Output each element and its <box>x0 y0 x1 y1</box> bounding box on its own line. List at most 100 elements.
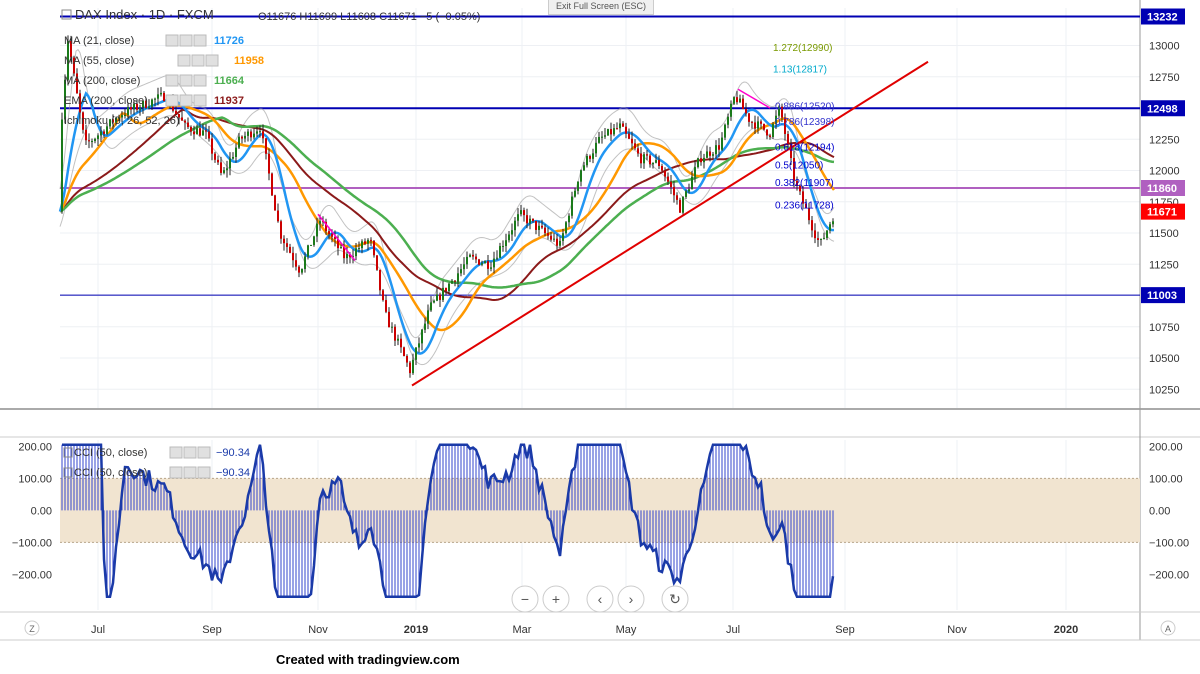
candle-body <box>685 191 687 197</box>
candle-body <box>91 141 93 143</box>
exit-fullscreen-button[interactable]: Exit Full Screen (ESC) <box>548 0 654 15</box>
candle-body <box>748 113 750 122</box>
candle-body <box>346 254 348 259</box>
candle-body <box>643 154 645 164</box>
cci-legend-value: −90.34 <box>216 467 250 479</box>
candle-body <box>484 261 486 264</box>
candle-body <box>778 106 780 116</box>
candle-body <box>703 157 705 163</box>
candle-body <box>421 329 423 344</box>
legend: DAX Index · 1D · FXCM O11676 H11699 L1160… <box>61 7 480 127</box>
pink-trendline <box>737 88 771 109</box>
price-tag <box>1141 8 1185 25</box>
candle-body <box>268 153 270 174</box>
time-tick-label: Nov <box>947 624 967 636</box>
candle-body <box>415 347 417 360</box>
nav-button[interactable] <box>617 585 645 613</box>
nav-button[interactable] <box>661 585 689 613</box>
chart-nav-controls[interactable]: − + ‹ › ↻ <box>511 585 689 613</box>
candle-body <box>649 155 651 165</box>
price-tag-label: 11003 <box>1147 290 1177 302</box>
candle-body <box>559 240 561 246</box>
candle-body <box>433 300 435 303</box>
corner-button <box>24 620 40 636</box>
cci-band <box>60 478 1140 543</box>
candle-body <box>388 311 390 328</box>
candle-body <box>448 283 450 292</box>
candle-body <box>613 128 615 135</box>
time-axis[interactable]: Jul Sep Nov 2019 Mar May Jul Sep Nov 2020 Z A <box>24 620 1176 636</box>
candle-body <box>586 155 588 166</box>
legend-button <box>169 446 183 459</box>
symbol-title: DAX Index · 1D · FXCM <box>75 7 214 22</box>
candle-body <box>139 107 141 110</box>
time-tick-label: Jul <box>91 624 105 636</box>
price-tag-label: 13232 <box>1147 12 1178 24</box>
candle-body <box>430 302 432 311</box>
candle-body <box>343 247 345 259</box>
legend-button <box>205 54 219 67</box>
nav-button[interactable] <box>542 585 570 613</box>
fib-label: 1.272(12990) <box>773 43 833 54</box>
candle-body <box>160 92 162 95</box>
candle-body <box>118 117 120 119</box>
candle-body <box>457 273 459 282</box>
candle-body <box>640 153 642 164</box>
candle-body <box>562 233 564 241</box>
candle-body <box>187 122 189 128</box>
candle-body <box>409 362 411 374</box>
candle-body <box>286 243 288 247</box>
candle-body <box>397 338 399 341</box>
candle-body <box>337 238 339 249</box>
time-tick-label: Sep <box>835 624 855 636</box>
candle-body <box>223 170 225 173</box>
candle-body <box>589 155 591 159</box>
candle-body <box>646 154 648 156</box>
candle-body <box>706 151 708 158</box>
candle-body <box>625 126 627 134</box>
candle-body <box>214 153 216 160</box>
nav-button[interactable] <box>511 585 539 613</box>
candle-body <box>424 323 426 330</box>
candle-body <box>292 252 294 261</box>
candle-body <box>655 160 657 163</box>
legend-button <box>177 54 191 67</box>
candle-body <box>526 215 528 224</box>
candle-body <box>67 41 69 80</box>
price-tag <box>1141 203 1185 220</box>
candle-body <box>394 326 396 341</box>
candle-body <box>73 57 75 74</box>
candle-body <box>367 239 369 244</box>
candle-body <box>379 269 381 291</box>
nav-button[interactable] <box>586 585 614 613</box>
candle-body <box>97 135 99 139</box>
candle-body <box>316 223 318 237</box>
candle-body <box>355 248 357 257</box>
price-tick-label: 13000 <box>1149 41 1180 53</box>
price-tick-label: 12000 <box>1149 166 1180 178</box>
legend-button <box>193 34 207 47</box>
candle-body <box>364 241 366 244</box>
price-tags: 13232 12498 11860 11671 11003 <box>1141 8 1185 304</box>
candle-body <box>487 261 489 269</box>
price-tick-label: 12750 <box>1149 72 1180 84</box>
candle-body <box>244 135 246 139</box>
candle-body <box>109 119 111 127</box>
nav-button-glyph: − <box>521 591 529 607</box>
candle-body <box>592 153 594 159</box>
price-tick-label: 10250 <box>1149 384 1180 396</box>
candle-body <box>754 122 756 129</box>
candle-body <box>301 268 303 273</box>
candle-body <box>112 119 114 123</box>
candle-body <box>88 140 90 142</box>
candle-body <box>469 254 471 257</box>
candle-body <box>499 246 501 258</box>
candle-body <box>517 214 519 221</box>
candle-body <box>124 114 126 116</box>
candle-body <box>277 210 279 222</box>
candle-body <box>154 98 156 100</box>
candle-body <box>664 170 666 177</box>
candle-body <box>730 103 732 117</box>
candle-body <box>661 165 663 171</box>
fib-label: 0.382(11907) <box>775 178 834 189</box>
